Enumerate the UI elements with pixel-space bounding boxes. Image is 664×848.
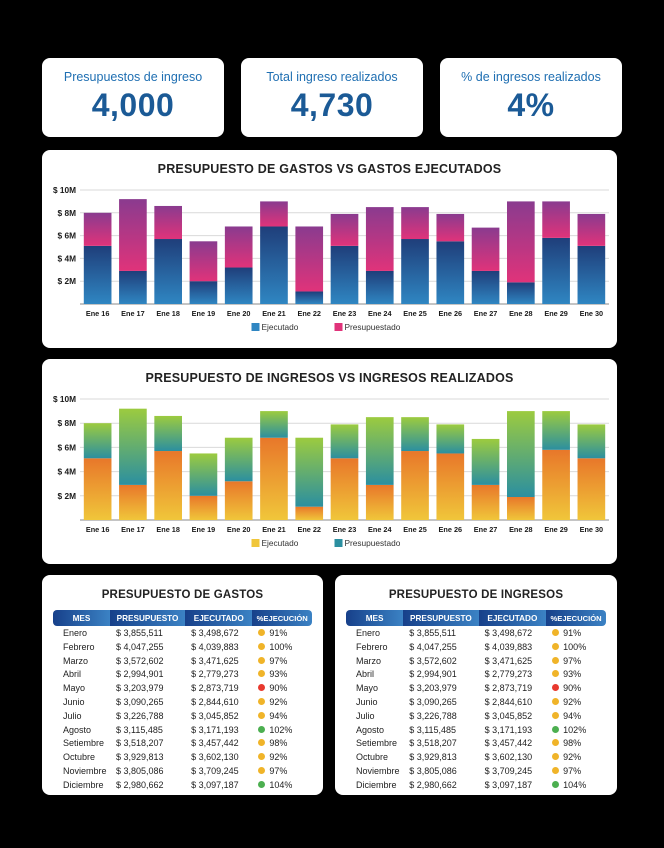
svg-text:$ 8M: $ 8M	[58, 418, 77, 428]
svg-text:Ene 25: Ene 25	[403, 309, 427, 318]
svg-text:Ene 28: Ene 28	[509, 525, 533, 534]
svg-text:Ene 20: Ene 20	[227, 309, 251, 318]
svg-text:Ene 16: Ene 16	[86, 309, 110, 318]
svg-text:Ene 24: Ene 24	[368, 525, 392, 534]
svg-text:Ene 21: Ene 21	[262, 525, 286, 534]
svg-text:Ejecutado: Ejecutado	[262, 322, 299, 332]
svg-text:Ene 17: Ene 17	[121, 525, 145, 534]
svg-text:Ene 28: Ene 28	[509, 309, 533, 318]
svg-text:Ene 23: Ene 23	[333, 525, 357, 534]
svg-text:Ene 30: Ene 30	[580, 309, 604, 318]
svg-text:Ene 20: Ene 20	[227, 525, 251, 534]
svg-text:$ 2M: $ 2M	[58, 491, 77, 501]
svg-text:Ene 30: Ene 30	[580, 525, 604, 534]
svg-text:Ene 24: Ene 24	[368, 309, 392, 318]
svg-text:Ene 22: Ene 22	[297, 309, 321, 318]
svg-text:$ 10M: $ 10M	[53, 394, 76, 404]
svg-text:Ene 21: Ene 21	[262, 309, 286, 318]
svg-text:$ 2M: $ 2M	[58, 276, 77, 286]
svg-text:$ 4M: $ 4M	[58, 467, 77, 477]
svg-text:Ene 25: Ene 25	[403, 525, 427, 534]
svg-text:Ene 29: Ene 29	[544, 309, 568, 318]
svg-text:Ene 26: Ene 26	[439, 309, 463, 318]
svg-text:$ 6M: $ 6M	[58, 442, 77, 452]
svg-text:Ejecutado: Ejecutado	[262, 538, 299, 548]
svg-text:Ene 19: Ene 19	[192, 309, 216, 318]
svg-text:Presupuestado: Presupuestado	[345, 538, 401, 548]
svg-text:Ene 18: Ene 18	[156, 525, 180, 534]
svg-text:Ene 16: Ene 16	[86, 525, 110, 534]
svg-text:Ene 27: Ene 27	[474, 309, 498, 318]
svg-text:Ene 26: Ene 26	[439, 525, 463, 534]
svg-text:$ 6M: $ 6M	[58, 231, 77, 241]
svg-text:Ene 29: Ene 29	[544, 525, 568, 534]
svg-text:Ene 27: Ene 27	[474, 525, 498, 534]
svg-text:Ene 17: Ene 17	[121, 309, 145, 318]
svg-text:Ene 18: Ene 18	[156, 309, 180, 318]
svg-text:Ene 19: Ene 19	[192, 525, 216, 534]
svg-text:$ 4M: $ 4M	[58, 253, 77, 263]
svg-text:Ene 23: Ene 23	[333, 309, 357, 318]
svg-text:$ 8M: $ 8M	[58, 208, 77, 218]
svg-text:$ 10M: $ 10M	[53, 185, 76, 195]
svg-text:Ene 22: Ene 22	[297, 525, 321, 534]
svg-text:Presupuestado: Presupuestado	[345, 322, 401, 332]
